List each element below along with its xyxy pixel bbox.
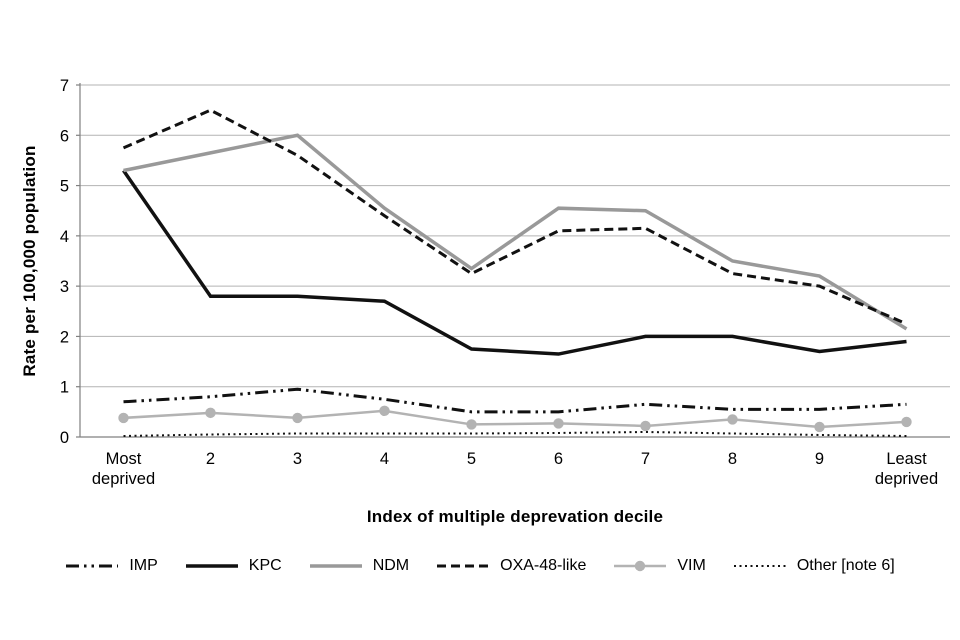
y-tick-label: 1 [60,379,69,397]
legend-item-imp: IMP [65,557,158,575]
series-marker-vim [118,412,129,424]
series-marker-vim [379,405,390,417]
series-line-vim [123,409,907,429]
series-line-ndm [123,133,908,331]
x-tick-label: Least deprived [875,450,938,488]
legend-label-ndm: NDM [372,557,410,574]
y-tick-label: 5 [60,178,69,196]
x-tick-label: 7 [641,450,650,468]
oxa-48-like-line-swatch-icon [437,564,490,568]
y-tick-label: 0 [60,429,69,447]
y-axis-title: Rate per 100,000 population [20,145,39,377]
legend-label-oxa-48-like: OXA-48-like [500,557,587,574]
x-tick-label: 9 [815,450,824,468]
series-line-other-note-6 [123,430,907,437]
series-marker-vim [292,412,303,424]
legend-item-oxa-48-like: OXA-48-like [436,557,586,575]
y-tick-label: 6 [60,127,69,145]
series-marker-vim [553,418,564,429]
vim-line-swatch-icon [614,560,667,572]
kpc-line-swatch-icon [185,564,238,568]
x-axis-title: Index of multiple deprevation decile [366,507,664,526]
x-tick-label: Most deprived [92,450,155,488]
series-marker-vim [901,416,912,428]
legend-item-vim: VIM [613,557,706,575]
legend-label-other: Other [note 6] [796,557,895,574]
chart-legend: IMP KPC NDM OXA-48-like VIM Other [note … [0,557,960,575]
x-tick-label: 2 [206,450,215,468]
legend-item-kpc: KPC [185,557,282,575]
series-marker-vim [466,419,477,430]
series-line-kpc [122,169,907,356]
imp-line-swatch-icon [66,564,119,568]
y-tick-label: 2 [60,328,69,346]
legend-item-other: Other [note 6] [733,557,895,575]
x-tick-label: 4 [380,450,389,468]
series-line-imp [123,387,907,414]
series-marker-vim [205,407,216,419]
ndm-line-swatch-icon [309,564,362,568]
legend-label-imp: IMP [129,557,158,574]
other-line-swatch-icon [733,565,786,567]
legend-item-ndm: NDM [309,557,409,575]
line-chart: 0 1 2 3 4 5 6 7 Most deprived 2 3 4 5 6 7 8 9 Least deprive… [60,77,950,488]
y-tick-label: 4 [60,228,69,246]
series-marker-vim [814,421,825,433]
series-marker-vim [640,420,651,432]
series-marker-vim [727,414,738,425]
legend-label-vim: VIM [677,557,706,574]
series-line-oxa-48-like [122,108,908,326]
y-tick-label: 7 [60,77,69,95]
x-tick-label: 5 [467,450,476,468]
legend-label-kpc: KPC [248,557,282,574]
x-tick-label: 3 [293,450,302,468]
y-tick-label: 3 [60,278,69,296]
x-tick-label: 8 [728,450,737,468]
x-tick-label: 6 [554,450,563,468]
